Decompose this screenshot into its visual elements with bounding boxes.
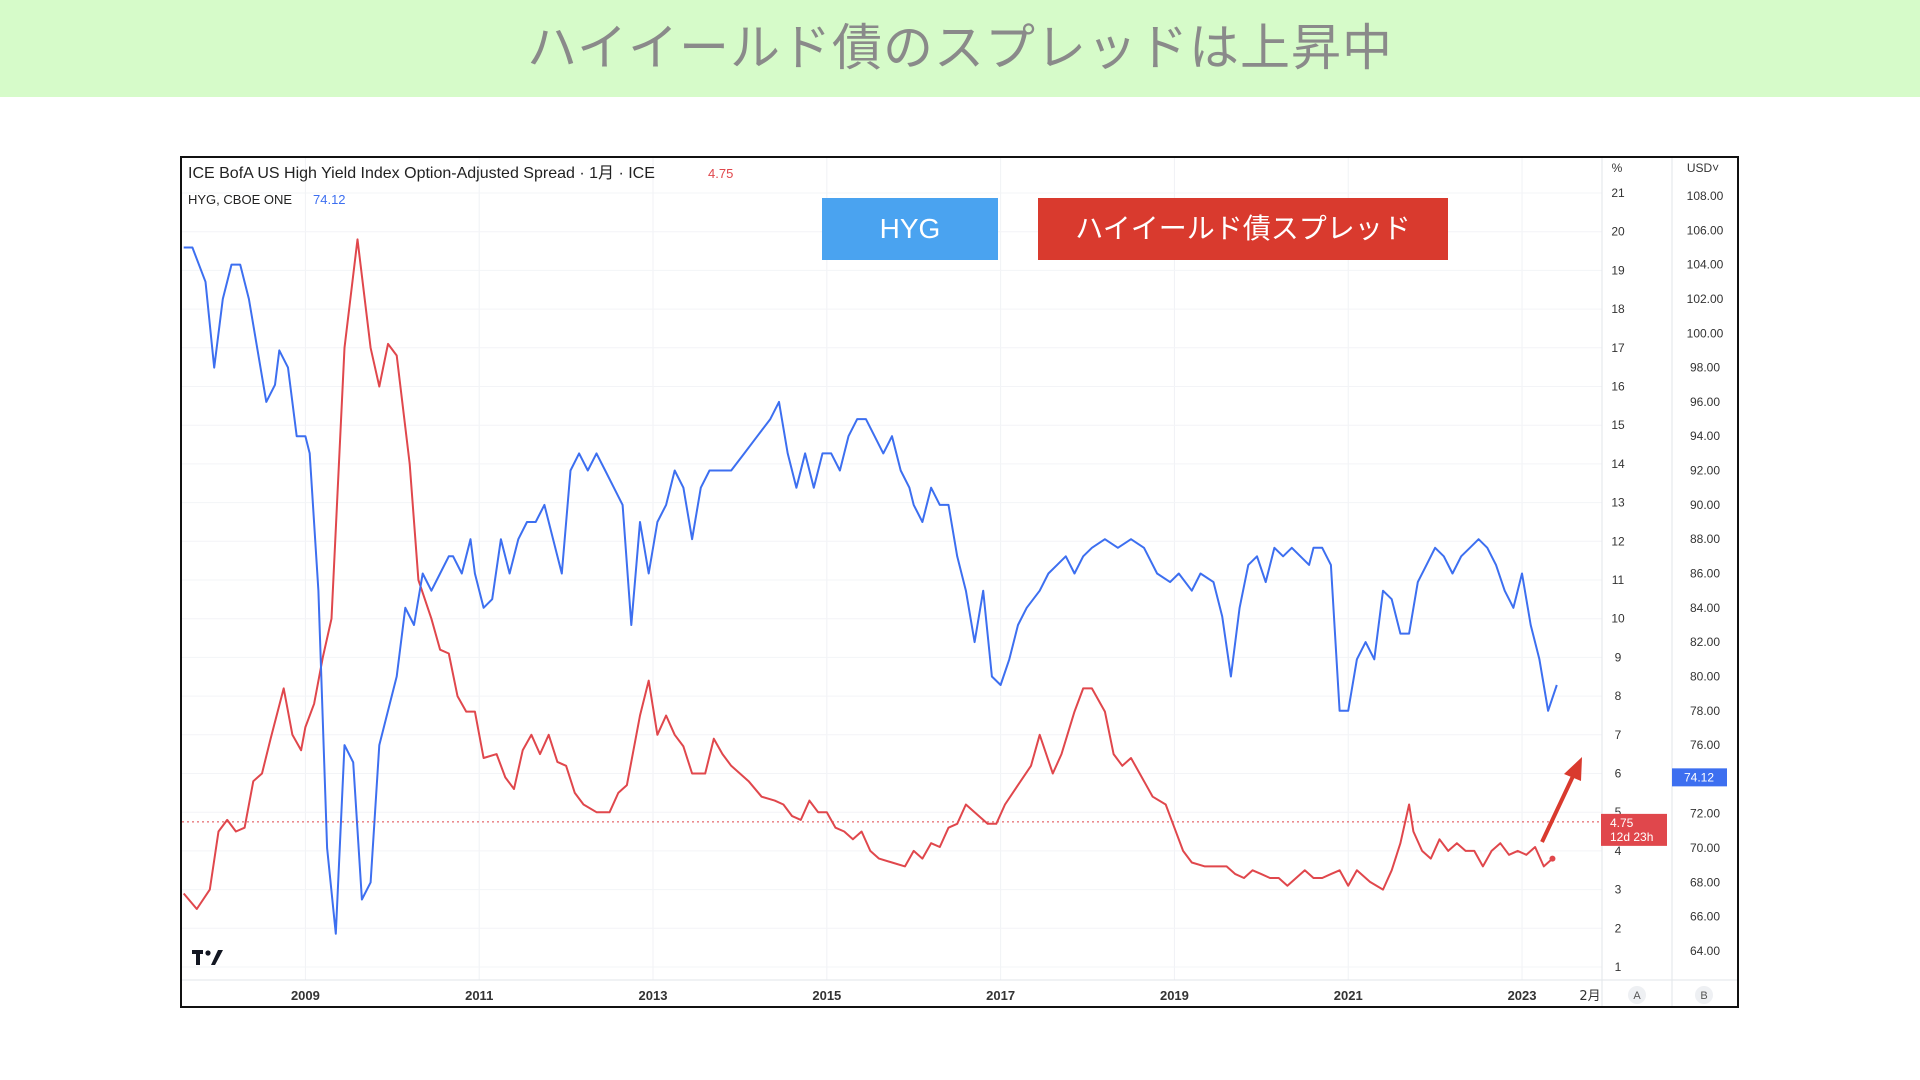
left-tick-label: 19 (1611, 263, 1625, 277)
right-tick-label: 76.00 (1690, 738, 1720, 752)
spread-legend-label: ハイイールド債スプレッド (1075, 212, 1410, 245)
right-tick-label: 98.00 (1690, 361, 1720, 375)
x-tick-label: 2019 (1160, 988, 1189, 1003)
left-tick-label: 10 (1611, 612, 1625, 626)
hyg-series (183, 246, 1558, 935)
right-tick-label: 72.00 (1690, 807, 1720, 821)
right-tick-label: 108.00 (1687, 189, 1724, 203)
auto-scale-button[interactable] (1628, 986, 1646, 1004)
right-tick-label: 66.00 (1690, 910, 1720, 924)
right-tick-label: 100.00 (1687, 326, 1724, 340)
symbol1-value: 4.75 (708, 166, 733, 181)
left-tick-label: 14 (1611, 457, 1625, 471)
left-tick-label: 11 (1612, 573, 1625, 587)
right-tick-label: 84.00 (1690, 601, 1720, 615)
left-tick-label: 1 (1615, 960, 1622, 974)
spread-last-value-badge (1601, 813, 1667, 846)
right-tick-label: 88.00 (1690, 532, 1720, 546)
rising-arrow (1540, 773, 1576, 843)
right-tick-label: 94.00 (1690, 429, 1720, 443)
x-tick-label: 2013 (639, 988, 668, 1003)
left-tick-label: 18 (1611, 302, 1625, 316)
symbol2-value: 74.12 (313, 192, 346, 207)
left-tick-label: 9 (1615, 650, 1622, 664)
left-tick-label: 4 (1615, 844, 1622, 858)
x-tick-label: 2023 (1508, 988, 1537, 1003)
right-tick-label: 64.00 (1690, 944, 1720, 958)
left-tick-label: 12 (1611, 534, 1625, 548)
left-tick-label: 16 (1611, 380, 1625, 394)
tradingview-logo (192, 950, 223, 965)
title-banner (0, 0, 1920, 97)
right-tick-label: 68.00 (1690, 875, 1720, 889)
chart-frame (180, 156, 1739, 1008)
right-tick-label: 78.00 (1690, 704, 1720, 718)
x-tick-label: 2015 (812, 988, 841, 1003)
right-tick-label: 80.00 (1690, 669, 1720, 683)
spread-legend-box (1038, 198, 1448, 260)
currency-selector[interactable]: USD˅ (1687, 161, 1719, 175)
x-tick-label: 2021 (1334, 988, 1363, 1003)
left-tick-label: 7 (1615, 728, 1622, 742)
symbol1-name: ICE BofA US High Yield Index Option-Adju… (188, 165, 655, 182)
left-tick-label: 5 (1615, 805, 1622, 819)
hyg-line (183, 246, 1558, 935)
x-tick-label: 2011 (465, 988, 493, 1003)
right-tick-label: 104.00 (1687, 258, 1724, 272)
hyg-last-value-text: 74.12 (1684, 770, 1714, 784)
x-tick-label: 2009 (291, 988, 320, 1003)
left-tick-label: 17 (1611, 341, 1625, 355)
hyg-legend-box (822, 198, 998, 260)
spread-series (182, 238, 1556, 910)
auto-scale-label: A (1633, 990, 1641, 1002)
spread-last-point (1549, 855, 1556, 862)
page-title: ハイイールド債のスプレッドは上昇中 (527, 19, 1393, 77)
hyg-legend-label: HYG (880, 213, 941, 244)
left-tick-label: 8 (1615, 689, 1622, 703)
left-tick-label: 21 (1611, 186, 1625, 200)
right-tick-label: 70.00 (1690, 841, 1720, 855)
right-axis-ticks: 64.0066.0068.0070.0072.0074.0076.0078.00… (1687, 189, 1724, 958)
right-tick-label: 82.00 (1690, 635, 1720, 649)
month-label: 2月 (1579, 989, 1600, 1004)
left-tick-label: 6 (1615, 767, 1622, 781)
left-tick-label: 2 (1615, 921, 1622, 935)
x-tick-label: 2017 (986, 988, 1015, 1003)
spread-line (182, 238, 1554, 910)
left-tick-label: 15 (1611, 418, 1625, 432)
rising-arrow-head (1564, 757, 1582, 781)
symbol2-name: HYG, CBOE ONE (188, 192, 292, 207)
left-tick-label: 13 (1611, 496, 1625, 510)
right-tick-label: 92.00 (1690, 464, 1720, 478)
right-tick-label: 96.00 (1690, 395, 1720, 409)
left-tick-label: 20 (1611, 225, 1625, 239)
log-scale-button[interactable] (1695, 986, 1713, 1004)
x-axis-ticks: 2009 2011 2013 2015 2017 2019 2021 2023 (291, 988, 1537, 1003)
right-tick-label: 102.00 (1687, 292, 1724, 306)
log-scale-label: B (1700, 990, 1707, 1002)
left-axis-unit: % (1612, 161, 1623, 175)
hyg-last-value-badge (1672, 768, 1727, 787)
right-tick-label: 86.00 (1690, 567, 1720, 581)
grid-lines (182, 158, 1602, 980)
spread-last-value-text: 4.75 (1610, 816, 1634, 830)
left-tick-label: 3 (1615, 883, 1622, 897)
countdown-text: 12d 23h (1610, 830, 1653, 844)
right-tick-label: 106.00 (1687, 223, 1724, 237)
right-tick-label: 90.00 (1690, 498, 1720, 512)
